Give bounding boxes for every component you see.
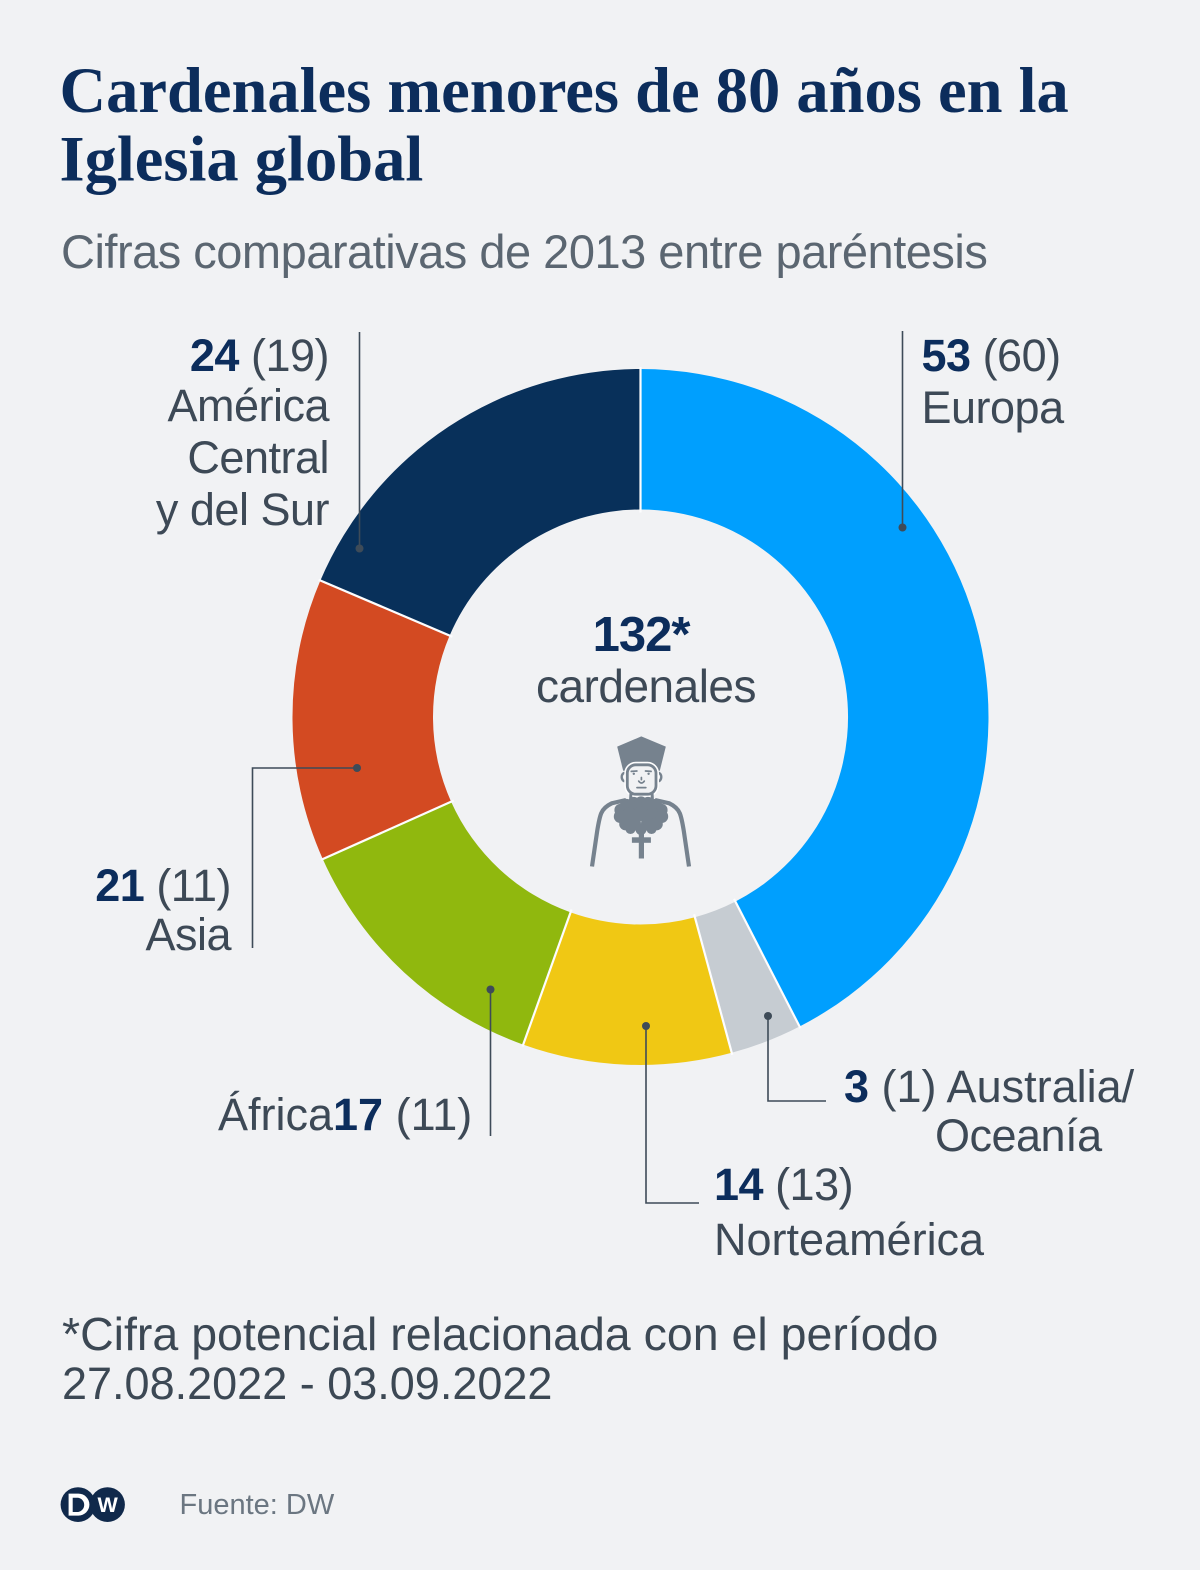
- svg-text:cardenales: cardenales: [536, 660, 756, 712]
- svg-text:África17 (11): África17 (11): [218, 1089, 472, 1140]
- svg-text:Oceanía: Oceanía: [935, 1110, 1103, 1161]
- svg-text:Asia: Asia: [145, 909, 232, 960]
- svg-text:Cardenales menores de 80 años: Cardenales menores de 80 años en la: [60, 55, 1069, 126]
- svg-text:W: W: [98, 1493, 119, 1517]
- svg-text:21 (11): 21 (11): [95, 860, 231, 911]
- svg-text:27.08.2022 - 03.09.2022: 27.08.2022 - 03.09.2022: [62, 1358, 552, 1409]
- svg-text:Cifras comparativas de 2013 en: Cifras comparativas de 2013 entre parént…: [61, 225, 987, 278]
- svg-text:Central: Central: [187, 432, 329, 483]
- svg-text:14 (13): 14 (13): [714, 1159, 853, 1210]
- svg-text:Europa: Europa: [922, 382, 1066, 433]
- svg-text:24 (19): 24 (19): [190, 330, 329, 381]
- svg-text:3 (1) Australia/: 3 (1) Australia/: [844, 1061, 1135, 1112]
- svg-text:132*: 132*: [593, 608, 692, 662]
- svg-text:América: América: [167, 380, 330, 431]
- svg-text:*Cifra potencial relacionada c: *Cifra potencial relacionada con el perí…: [62, 1308, 938, 1360]
- svg-text:y del Sur: y del Sur: [156, 484, 330, 535]
- svg-text:Fuente: DW: Fuente: DW: [180, 1489, 335, 1521]
- svg-text:53 (60): 53 (60): [922, 330, 1061, 381]
- svg-text:Norteamérica: Norteamérica: [714, 1214, 985, 1265]
- svg-text:Iglesia global: Iglesia global: [60, 124, 424, 195]
